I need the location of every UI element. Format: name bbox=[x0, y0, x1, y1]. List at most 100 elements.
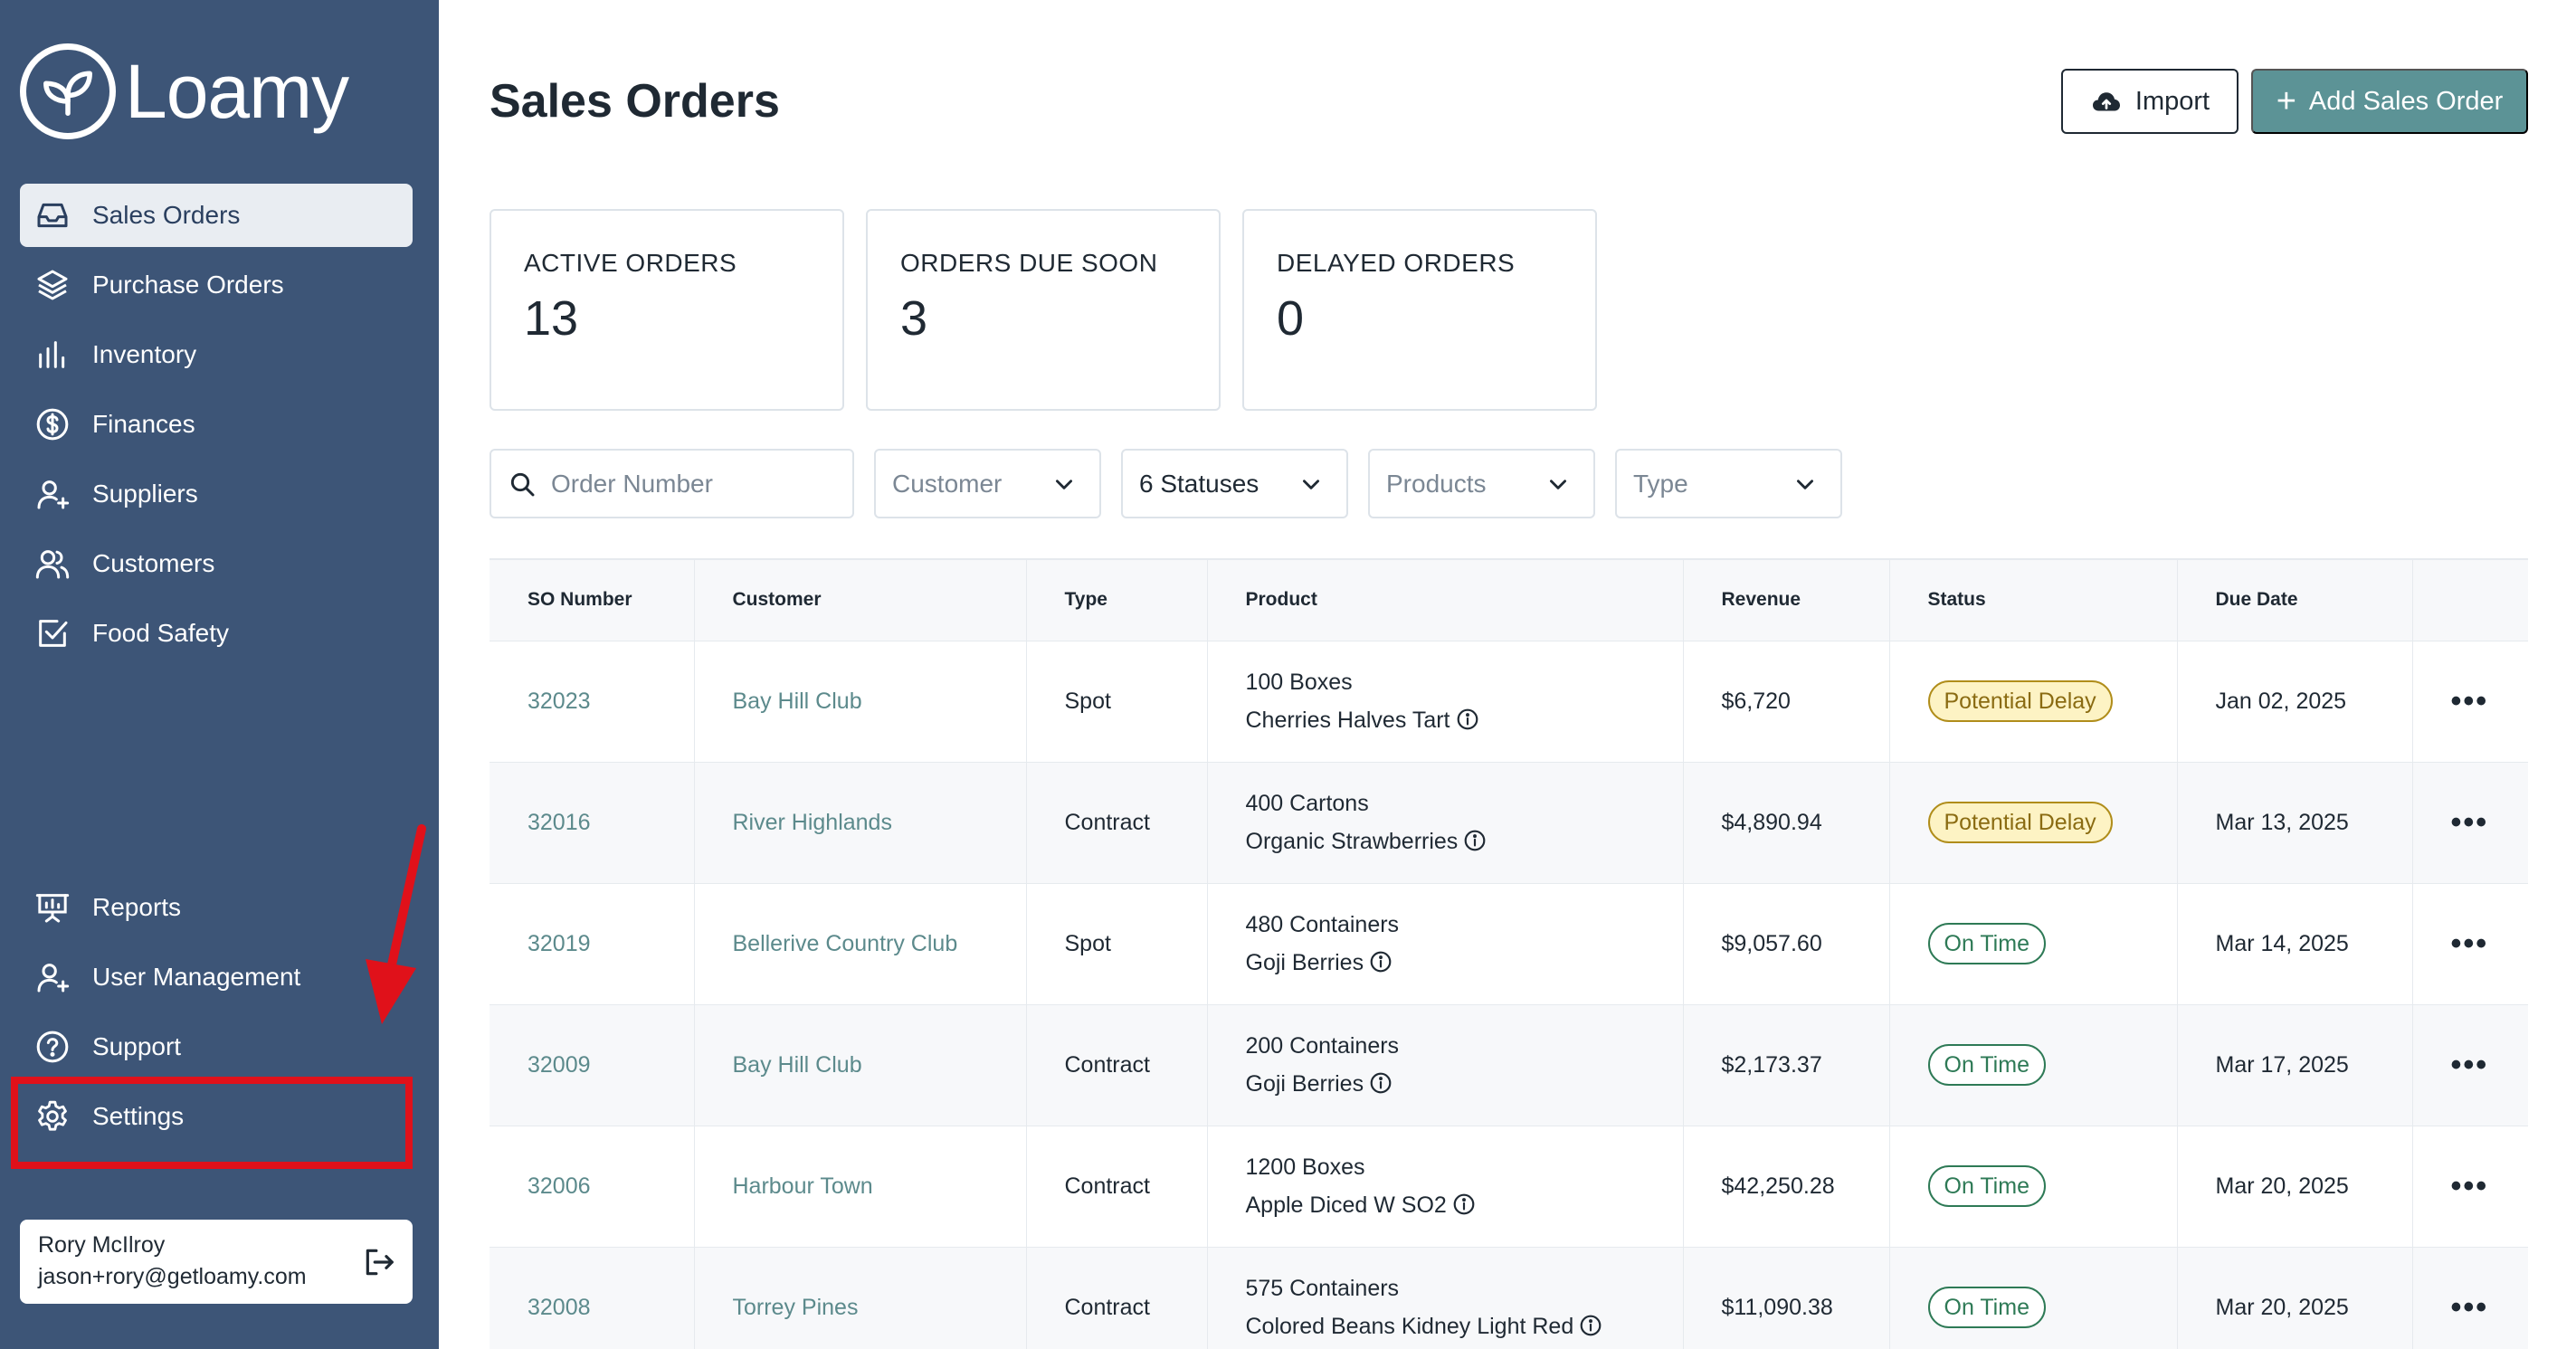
so-number-link[interactable]: 32006 bbox=[528, 1173, 591, 1199]
customer-link[interactable]: Bay Hill Club bbox=[732, 688, 862, 714]
due-date-cell: Mar 13, 2025 bbox=[2177, 761, 2413, 883]
status-cell: Potential Delay bbox=[1889, 761, 2178, 883]
status-badge: On Time bbox=[1927, 923, 2046, 964]
customer-cell: Bay Hill Club bbox=[694, 1003, 1027, 1126]
sidebar-item-user-management[interactable]: User Management bbox=[20, 945, 413, 1009]
status-cell: Potential Delay bbox=[1889, 640, 2178, 762]
info-icon[interactable] bbox=[1369, 1069, 1393, 1094]
so-number-link[interactable]: 32009 bbox=[528, 1051, 591, 1078]
so-number-link[interactable]: 32019 bbox=[528, 930, 591, 956]
table-row[interactable]: 32006 Harbour Town Contract 1200 Boxes Apple… bbox=[490, 1125, 2528, 1247]
customer-link[interactable]: Torrey Pines bbox=[732, 1294, 859, 1320]
sidebar-item-food-safety[interactable]: Food Safety bbox=[20, 602, 413, 665]
stat-card-orders-due-soon: ORDERS DUE SOON 3 bbox=[866, 209, 1221, 411]
so-number-link[interactable]: 32023 bbox=[528, 688, 591, 714]
so-number-cell: 32019 bbox=[490, 882, 695, 1004]
import-button-label: Import bbox=[2134, 86, 2210, 116]
sidebar-item-label: Reports bbox=[92, 893, 182, 921]
product-quantity: 400 Cartons bbox=[1245, 791, 1369, 816]
status-badge: Potential Delay bbox=[1927, 680, 2113, 722]
info-icon[interactable] bbox=[1369, 947, 1393, 973]
table-row[interactable]: 32023 Bay Hill Club Spot 100 Boxes Cherries … bbox=[490, 640, 2528, 762]
product-cell: 480 Containers Goji Berries bbox=[1207, 882, 1684, 1004]
add-sales-order-button[interactable]: + Add Sales Order bbox=[2251, 69, 2528, 134]
table-row[interactable]: 32008 Torrey Pines Contract 575 Containers C… bbox=[490, 1246, 2528, 1349]
column-header-so-number[interactable]: SO Number bbox=[490, 558, 695, 641]
more-options-icon[interactable]: ••• bbox=[2450, 926, 2489, 961]
column-header-due-date[interactable]: Due Date bbox=[2177, 558, 2413, 641]
column-header-revenue[interactable]: Revenue bbox=[1683, 558, 1890, 641]
more-options-icon[interactable]: ••• bbox=[2450, 1289, 2489, 1325]
chevron-down-icon bbox=[1056, 480, 1072, 489]
status-cell: On Time bbox=[1889, 1125, 2178, 1247]
more-options-icon[interactable]: ••• bbox=[2450, 1168, 2489, 1203]
inbox-icon bbox=[33, 195, 72, 235]
due-date-cell: Mar 20, 2025 bbox=[2177, 1125, 2413, 1247]
column-header-status[interactable]: Status bbox=[1889, 558, 2178, 641]
sidebar-item-support[interactable]: Support bbox=[20, 1015, 413, 1078]
sidebar: Loamy Sales Orders Purchase Orders Inven… bbox=[0, 0, 439, 1349]
type-cell: Contract bbox=[1026, 761, 1208, 883]
page-title: Sales Orders bbox=[490, 75, 780, 128]
so-number-cell: 32006 bbox=[490, 1125, 695, 1247]
customer-cell: Harbour Town bbox=[694, 1125, 1027, 1247]
import-button[interactable]: Import bbox=[2061, 69, 2239, 134]
sidebar-item-inventory[interactable]: Inventory bbox=[20, 323, 413, 386]
order-number-search-input[interactable]: Order Number bbox=[490, 449, 854, 518]
search-placeholder: Order Number bbox=[551, 469, 713, 498]
sidebar-item-sales-orders[interactable]: Sales Orders bbox=[20, 184, 413, 247]
so-number-link[interactable]: 32008 bbox=[528, 1294, 591, 1320]
column-header-actions bbox=[2412, 558, 2528, 641]
due-date-cell: Mar 14, 2025 bbox=[2177, 882, 2413, 1004]
so-number-link[interactable]: 32016 bbox=[528, 809, 591, 835]
table-row[interactable]: 32009 Bay Hill Club Contract 200 Containers… bbox=[490, 1003, 2528, 1126]
info-icon[interactable] bbox=[1452, 1190, 1476, 1215]
column-header-type[interactable]: Type bbox=[1026, 558, 1208, 641]
logout-icon[interactable] bbox=[362, 1245, 396, 1279]
bar-chart-icon bbox=[33, 335, 72, 375]
products-filter-label: Products bbox=[1386, 469, 1487, 498]
products-filter-dropdown[interactable]: Products bbox=[1368, 449, 1595, 518]
product-cell: 200 Containers Goji Berries bbox=[1207, 1003, 1684, 1126]
chevron-down-icon bbox=[1303, 480, 1319, 489]
sidebar-item-label: Finances bbox=[92, 410, 195, 438]
sidebar-item-customers[interactable]: Customers bbox=[20, 532, 413, 595]
more-options-icon[interactable]: ••• bbox=[2450, 683, 2489, 718]
type-filter-dropdown[interactable]: Type bbox=[1615, 449, 1842, 518]
more-options-icon[interactable]: ••• bbox=[2450, 1047, 2489, 1082]
customer-filter-dropdown[interactable]: Customer bbox=[874, 449, 1101, 518]
sidebar-item-purchase-orders[interactable]: Purchase Orders bbox=[20, 253, 413, 317]
more-options-icon[interactable]: ••• bbox=[2450, 804, 2489, 840]
revenue-cell: $11,090.38 bbox=[1683, 1246, 1890, 1349]
table-header-row: SO Number Customer Type Product Revenue … bbox=[490, 558, 2528, 641]
revenue-cell: $6,720 bbox=[1683, 640, 1890, 762]
table-row[interactable]: 32016 River Highlands Contract 400 Cartons O… bbox=[490, 761, 2528, 883]
stat-label: ORDERS DUE SOON bbox=[900, 249, 1158, 277]
customer-cell: Bellerive Country Club bbox=[694, 882, 1027, 1004]
customer-filter-label: Customer bbox=[892, 469, 1003, 498]
product-cell: 400 Cartons Organic Strawberries bbox=[1207, 761, 1684, 883]
column-header-product[interactable]: Product bbox=[1207, 558, 1684, 641]
status-filter-dropdown[interactable]: 6 Statuses bbox=[1121, 449, 1348, 518]
product-name: Goji Berries bbox=[1245, 950, 1364, 975]
column-header-customer[interactable]: Customer bbox=[694, 558, 1027, 641]
product-name: Apple Diced W SO2 bbox=[1245, 1192, 1447, 1218]
customer-link[interactable]: Bellerive Country Club bbox=[732, 930, 958, 956]
sidebar-item-reports[interactable]: Reports bbox=[20, 876, 413, 939]
so-number-cell: 32008 bbox=[490, 1246, 695, 1349]
sidebar-item-finances[interactable]: Finances bbox=[20, 393, 413, 456]
sidebar-item-suppliers[interactable]: Suppliers bbox=[20, 462, 413, 526]
customer-link[interactable]: River Highlands bbox=[732, 809, 892, 835]
table-row[interactable]: 32019 Bellerive Country Club Spot 480 Conta… bbox=[490, 882, 2528, 1004]
product-quantity: 575 Containers bbox=[1245, 1276, 1400, 1302]
due-date-cell: Jan 02, 2025 bbox=[2177, 640, 2413, 762]
sidebar-item-settings[interactable]: Settings bbox=[20, 1085, 413, 1148]
customer-link[interactable]: Harbour Town bbox=[732, 1173, 873, 1199]
stat-label: DELAYED ORDERS bbox=[1277, 249, 1516, 277]
info-icon[interactable] bbox=[1456, 705, 1479, 730]
brand-logo[interactable]: Loamy bbox=[20, 43, 349, 139]
customer-link[interactable]: Bay Hill Club bbox=[732, 1051, 862, 1078]
info-icon[interactable] bbox=[1463, 826, 1487, 851]
info-icon[interactable] bbox=[1579, 1311, 1602, 1336]
dollar-circle-icon bbox=[33, 404, 72, 444]
